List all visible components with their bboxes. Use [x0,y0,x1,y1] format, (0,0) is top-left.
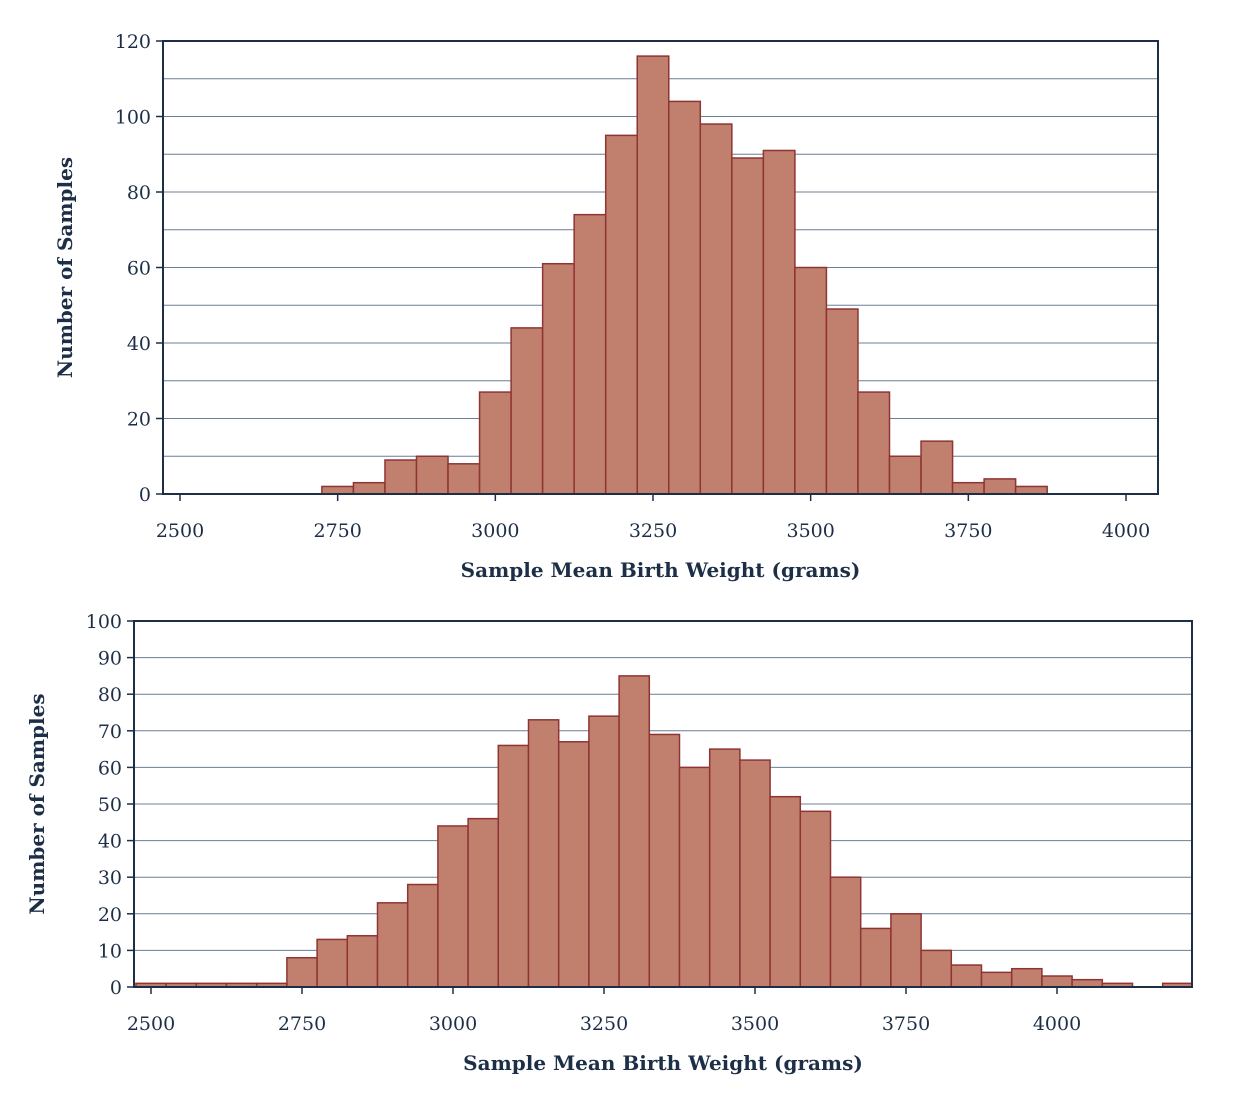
histogram-bar [769,795,802,988]
histogram-bar [447,463,481,495]
histogram-bar [415,455,449,495]
histogram-bar [406,883,439,988]
y-tick-label: 90 [98,648,122,670]
x-tick-label: 2750 [278,1013,326,1035]
x-tick-label: 3250 [580,1013,628,1035]
y-tick-label: 60 [98,757,122,779]
histogram-bar [888,455,922,495]
histogram-bar [478,391,512,495]
histogram-bar [731,157,765,495]
x-tick-label: 2500 [127,1013,175,1035]
histogram-bar [541,262,575,495]
histogram-top: 2500 2750 3000 3250 3500 3750 4000 0 20 40 60 80 100… [53,31,1159,582]
x-tick-label: 4000 [1033,1013,1081,1035]
histogram-bar [1014,485,1048,495]
y-tick-label: 100 [86,611,122,633]
x-tick-label: 3750 [944,520,992,542]
histogram-bar [920,440,954,495]
histogram-bar [321,485,355,495]
histogram-bar [890,913,922,988]
histogram-bar [1041,975,1073,988]
x-tick-label: 3750 [882,1013,930,1035]
histogram-bar [739,759,771,988]
histogram-bar [1071,978,1104,988]
histogram-bar [699,123,733,495]
y-tick-label: 70 [98,721,122,743]
histogram-bar [829,876,862,988]
histogram-bar [857,391,891,495]
x-tick-label: 4000 [1102,520,1150,542]
y-tick-label: 100 [115,107,151,129]
x-tick-label: 3250 [629,520,677,542]
x-tick-label: 3000 [471,520,519,542]
y-tick-label: 40 [127,333,151,355]
y-tick-label: 80 [98,684,122,706]
histogram-bar [799,810,832,988]
y-tick-label: 0 [110,977,122,999]
y-tick-label: 40 [98,831,122,853]
histogram-bar [573,213,607,495]
histogram-bar [708,748,741,988]
histogram-bar [527,719,560,988]
histogram-bar [825,308,859,495]
histogram-bar [384,459,418,495]
histogram-bar [497,744,530,988]
histogram-bar [467,817,500,988]
y-axis-label-top: Number of Samples [53,157,77,378]
histogram-bottom: 2500 2750 3000 3250 3500 3750 4000 0 10 20 30 40 50 6… [25,611,1193,1075]
histogram-bar [352,481,386,495]
histogram-bar [557,741,590,988]
histogram-bar [316,938,349,988]
histogram-bar [859,927,892,988]
histogram-bar [437,825,469,988]
y-tick-label: 120 [115,31,151,53]
histogram-bar [920,949,953,988]
histogram-bar [636,55,670,495]
y-tick-label: 60 [127,258,151,280]
histogram-bar [588,715,620,988]
x-tick-label: 2500 [156,520,204,542]
x-axis-label-bottom: Sample Mean Birth Weight (grams) [463,1051,863,1075]
histogram-bar [346,935,379,988]
x-tick-label: 3500 [786,520,834,542]
histogram-bar [1010,967,1043,988]
histogram-bar [678,766,711,988]
y-tick-label: 50 [98,794,122,816]
histogram-bar [604,134,638,495]
y-axis-label-bottom: Number of Samples [25,693,49,914]
histogram-bar [286,956,318,988]
x-axis-label-top: Sample Mean Birth Weight (grams) [461,558,861,582]
histogram-bar [951,481,985,495]
y-tick-label: 20 [127,409,151,431]
y-tick-label: 10 [98,940,122,962]
x-tick-label: 3500 [731,1013,779,1035]
histogram-bar [762,149,796,495]
histogram-bar [950,964,983,988]
x-tick-label: 2750 [313,520,361,542]
histogram-bar [794,266,828,495]
histogram-bar [510,327,544,495]
y-tick-label: 80 [127,182,151,204]
histogram-bar [618,675,651,988]
histogram-bar [668,100,702,495]
histogram-bar [376,902,409,988]
y-tick-label: 30 [98,867,122,889]
histogram-bar [980,971,1013,988]
y-tick-label: 0 [139,484,151,506]
x-tick-label: 3000 [429,1013,477,1035]
histogram-bar [648,733,681,988]
histogram-bar [983,478,1017,495]
y-tick-label: 20 [98,904,122,926]
